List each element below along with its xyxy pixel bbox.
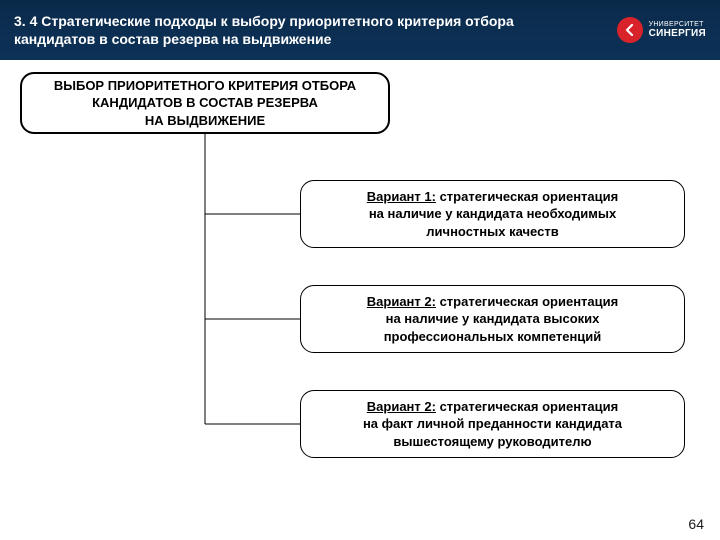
variant-node-3-label: Вариант 2: стратегическая ориентацияна ф… — [311, 398, 674, 451]
root-node: ВЫБОР ПРИОРИТЕТНОГО КРИТЕРИЯ ОТБОРАКАНДИ… — [20, 72, 390, 134]
variant-node-2: Вариант 2: стратегическая ориентацияна н… — [300, 285, 685, 353]
chevron-left-icon — [617, 17, 643, 43]
variant-node-2-label: Вариант 2: стратегическая ориентацияна н… — [311, 293, 674, 346]
root-node-label: ВЫБОР ПРИОРИТЕТНОГО КРИТЕРИЯ ОТБОРАКАНДИ… — [32, 77, 378, 130]
brand-text: УНИВЕРСИТЕТ СИНЕРГИЯ — [649, 21, 706, 40]
page-number: 64 — [688, 516, 704, 532]
variant-node-3: Вариант 2: стратегическая ориентацияна ф… — [300, 390, 685, 458]
variant-node-1: Вариант 1: стратегическая ориентацияна н… — [300, 180, 685, 248]
brand-top-label: УНИВЕРСИТЕТ — [649, 21, 706, 29]
brand-logo: УНИВЕРСИТЕТ СИНЕРГИЯ — [617, 17, 706, 43]
variant-node-1-label: Вариант 1: стратегическая ориентацияна н… — [311, 188, 674, 241]
diagram-canvas: ВЫБОР ПРИОРИТЕТНОГО КРИТЕРИЯ ОТБОРАКАНДИ… — [0, 60, 720, 540]
slide-header: 3. 4 Стратегические подходы к выбору при… — [0, 0, 720, 60]
brand-main-label: СИНЕРГИЯ — [649, 28, 706, 39]
slide-title: 3. 4 Стратегические подходы к выбору при… — [14, 12, 584, 48]
